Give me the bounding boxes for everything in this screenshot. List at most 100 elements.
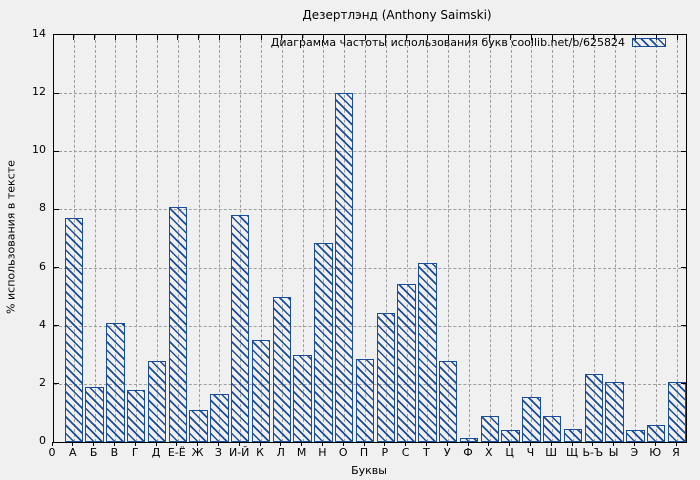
x-tick-mark-top — [135, 35, 137, 40]
v-gridline — [552, 35, 554, 442]
x-tick-mark-bottom — [509, 442, 511, 446]
y-tick-mark-right — [681, 208, 686, 210]
h-gridline — [54, 325, 686, 327]
h-gridline — [54, 267, 686, 269]
x-tick-mark-bottom — [550, 442, 552, 446]
x-tick-label: С — [401, 446, 410, 459]
bar-Ы — [605, 382, 624, 442]
x-tick-mark-top — [385, 35, 387, 40]
v-gridline — [281, 35, 283, 442]
plot-area — [53, 34, 687, 443]
v-gridline — [365, 35, 366, 442]
x-tick-label: Т — [423, 446, 430, 459]
x-tick-mark-top — [198, 35, 200, 40]
y-tick-mark-left — [54, 325, 59, 327]
x-tick-mark-bottom — [197, 442, 199, 446]
y-tick-label: 14 — [32, 27, 46, 40]
y-tick-label: 8 — [39, 201, 46, 215]
y-tick-mark-left — [54, 208, 59, 210]
x-tick-label: Е-Ё — [167, 446, 186, 459]
v-gridline — [385, 35, 387, 442]
v-gridline — [115, 35, 117, 442]
x-tick-label: Ж — [191, 446, 204, 459]
bar-В — [106, 322, 125, 442]
v-gridline — [635, 35, 637, 442]
bar-Л — [272, 296, 292, 442]
bar-А — [64, 218, 84, 442]
x-tick-mark-top — [593, 35, 595, 40]
bar-О — [334, 93, 354, 442]
bar-Б — [85, 386, 104, 442]
x-tick-label: Щ — [565, 446, 579, 459]
x-tick-mark-bottom — [93, 442, 95, 446]
x-tick-label: Ч — [526, 446, 535, 459]
x-tick-mark-bottom — [613, 442, 615, 446]
x-tick-label: 0 — [48, 446, 56, 459]
x-tick-mark-bottom — [176, 442, 178, 446]
v-gridline — [489, 35, 491, 442]
x-tick-label: Г — [131, 446, 139, 459]
v-gridline — [614, 35, 616, 442]
v-gridline — [219, 35, 221, 442]
x-tick-mark-top — [281, 35, 283, 40]
bar-П — [355, 359, 375, 442]
x-tick-label: Ю — [649, 446, 662, 459]
x-tick-mark-bottom — [280, 442, 282, 446]
x-tick-mark-bottom — [342, 442, 344, 446]
bar-К — [251, 340, 271, 442]
v-gridline — [677, 35, 678, 442]
v-gridline — [427, 35, 429, 442]
x-tick-mark-top — [260, 35, 262, 40]
y-tick-mark-right — [681, 150, 686, 152]
x-tick-label: У — [443, 446, 451, 459]
x-tick-mark-bottom — [654, 442, 656, 446]
v-gridline — [656, 35, 658, 442]
x-tick-mark-top — [634, 35, 636, 40]
x-tick-label: И-Й — [228, 446, 250, 459]
y-tick-label: 6 — [39, 259, 46, 273]
x-tick-mark-bottom — [425, 442, 427, 446]
x-tick-label: Ц — [505, 446, 514, 459]
bar-Ф — [459, 437, 479, 442]
x-tick-label: Ш — [545, 446, 558, 459]
x-tick-mark-top — [530, 35, 532, 40]
x-tick-label: Э — [630, 446, 639, 459]
x-tick-label: Ь-Ъ — [582, 446, 604, 459]
x-tick-label: Д — [151, 446, 161, 459]
v-gridline — [302, 35, 304, 442]
v-gridline — [531, 35, 533, 442]
x-tick-mark-bottom — [72, 442, 74, 446]
bar-Щ — [563, 428, 583, 442]
x-tick-mark-top — [156, 35, 158, 40]
y-tick-label: 4 — [39, 317, 46, 331]
h-gridline — [54, 151, 686, 153]
v-gridline — [261, 35, 262, 442]
y-tick-mark-right — [681, 267, 686, 269]
h-gridline — [54, 209, 686, 211]
x-tick-mark-bottom — [134, 442, 136, 446]
x-tick-mark-bottom — [405, 442, 407, 446]
x-tick-mark-bottom — [363, 442, 365, 446]
x-tick-label: Я — [672, 446, 680, 459]
x-tick-mark-top — [322, 35, 324, 40]
bar-Д — [147, 360, 167, 442]
v-gridline — [157, 35, 158, 442]
x-tick-mark-bottom — [217, 442, 219, 446]
bar-Э — [626, 430, 645, 442]
bar-Ж — [189, 410, 208, 442]
x-tick-mark-top — [447, 35, 449, 40]
x-tick-mark-top — [676, 35, 678, 40]
x-tick-mark-bottom — [446, 442, 448, 446]
x-tick-label: Л — [276, 446, 285, 459]
bar-Я — [667, 382, 686, 442]
v-gridline — [136, 35, 138, 442]
x-tick-label: М — [296, 446, 307, 459]
x-tick-mark-bottom — [675, 442, 677, 446]
x-tick-mark-top — [239, 35, 241, 40]
v-gridline — [198, 35, 200, 442]
bar-З — [210, 394, 229, 442]
x-tick-label: К — [256, 446, 264, 459]
v-gridline — [406, 35, 408, 442]
chart-title: Дезертлэнд (Anthony Saimski) — [302, 8, 492, 22]
